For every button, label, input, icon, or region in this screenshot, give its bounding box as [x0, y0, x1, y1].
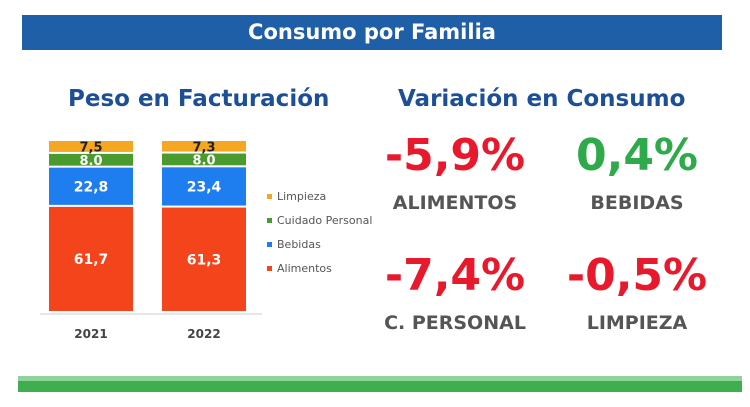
data-label: 61,3	[187, 252, 222, 268]
bar-cuidado-personal-2021	[49, 153, 133, 166]
legend-swatch	[267, 242, 272, 247]
right-title: Variación en Consumo	[398, 86, 686, 112]
variation-value-limpieza: -0,5%	[566, 250, 708, 301]
legend-label: Bebidas	[277, 238, 321, 251]
data-label: 61,7	[74, 252, 109, 268]
legend-label: Alimentos	[277, 262, 332, 275]
bar-alimentos-2021	[49, 206, 133, 311]
legend-label: Cuidado Personal	[277, 214, 372, 227]
legend-swatch	[267, 218, 272, 223]
variation-label-alimentos: ALIMENTOS	[392, 192, 518, 214]
data-label: 8.0	[192, 153, 215, 168]
data-label: 7,3	[192, 140, 215, 155]
bar-limpieza-2021	[49, 141, 133, 152]
bar-alimentos-2022	[162, 207, 246, 311]
variation-label-personal: C. PERSONAL	[384, 312, 526, 334]
left-title: Peso en Facturación	[68, 86, 330, 112]
data-label: 22,8	[74, 179, 109, 195]
bar-limpieza-2022	[162, 141, 246, 152]
banner-title: Consumo por Familia	[22, 15, 722, 50]
variation-label-limpieza: LIMPIEZA	[586, 312, 688, 334]
legend-label: Limpieza	[277, 190, 326, 203]
legend-swatch	[267, 266, 272, 271]
bar-bebidas-2021	[49, 167, 133, 205]
bar-cuidado-personal-2022	[162, 153, 246, 166]
variation-value-alimentos: -5,9%	[384, 130, 526, 181]
data-label: 8.0	[79, 154, 102, 169]
bar-bebidas-2022	[162, 167, 246, 206]
data-label: 7,5	[79, 140, 102, 155]
variation-label-bebidas: BEBIDAS	[590, 192, 684, 214]
x-tick-label: 2022	[187, 327, 220, 341]
footer-stripe	[18, 381, 742, 392]
variation-value-personal: -7,4%	[384, 250, 526, 301]
data-label: 23,4	[187, 179, 222, 195]
variation-value-bebidas: 0,4%	[575, 130, 699, 181]
x-tick-label: 2021	[74, 327, 107, 341]
stacked-bar-chart: 61,722,88.07,5202161,323,48.07,32022Limp…	[40, 140, 372, 341]
legend-swatch	[267, 194, 272, 199]
footer-stripe-light	[18, 376, 742, 381]
